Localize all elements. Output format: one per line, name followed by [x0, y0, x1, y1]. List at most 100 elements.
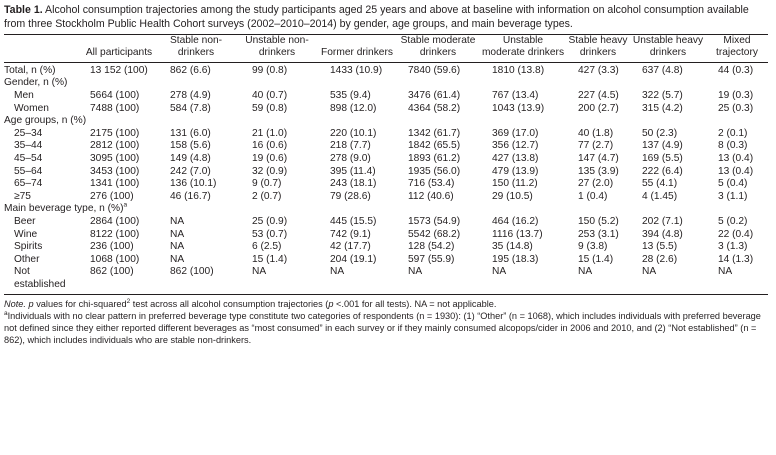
- column-header: Unstable heavy drinkers: [632, 35, 704, 59]
- table-row: Not established 862 (100) 862 (100) NA N…: [4, 266, 768, 294]
- table-cell: 3476 (61.4): [408, 90, 461, 101]
- p-symbol: p: [28, 298, 34, 309]
- table-cell: NA: [252, 266, 267, 278]
- row-label: Women: [14, 102, 49, 114]
- table-cell: 1043 (13.9): [492, 102, 545, 114]
- table-cell: 7488 (100): [90, 102, 140, 114]
- table-cell: 597 (55.9): [408, 253, 455, 265]
- table-cell: 1341 (100): [90, 178, 140, 190]
- note-text: values for chi-squared: [33, 298, 127, 309]
- table-cell: NA: [170, 228, 185, 240]
- table-cell: 243 (18.1): [330, 178, 377, 190]
- table-row: Wine 8122 (100) NA 53 (0.7) 742 (9.1) 55…: [4, 229, 768, 242]
- table-cell: 128 (54.2): [408, 241, 455, 253]
- table-row: ≥75 276 (100) 46 (16.7) 2 (0.7) 79 (28.6…: [4, 191, 768, 204]
- data-table: All participants Stable non-drinkers Uns…: [4, 34, 768, 295]
- row-label: Other: [14, 253, 40, 265]
- table-cell: 1893 (61.2): [408, 152, 461, 164]
- table-cell: 4364 (58.2): [408, 102, 461, 114]
- table-cell: 862 (100): [90, 266, 134, 278]
- table-cell: 150 (11.2): [492, 178, 538, 190]
- section-label: Main beverage type, n (%)a: [4, 202, 768, 216]
- table-cell: 3 (1.3): [718, 241, 748, 253]
- table-cell: 1935 (56.0): [408, 165, 461, 177]
- table-cell: 716 (53.4): [408, 178, 455, 190]
- table-cell: 50 (2.3): [642, 127, 678, 139]
- table-cell: 862 (6.6): [170, 64, 211, 76]
- table-caption: Table 1. Alcohol consumption trajectorie…: [4, 4, 770, 31]
- column-header: Former drinkers: [321, 47, 393, 59]
- table-cell: 169 (5.5): [642, 152, 683, 164]
- table-cell: 253 (3.1): [578, 228, 619, 240]
- table-cell: 35 (14.8): [492, 241, 533, 253]
- row-label: Wine: [14, 228, 38, 240]
- table-cell: 742 (9.1): [330, 228, 371, 240]
- table-cell: 3453 (100): [90, 165, 140, 177]
- table-row: Total, n (%) 13 152 (100) 862 (6.6) 99 (…: [4, 62, 768, 77]
- table-cell: 158 (5.6): [170, 140, 211, 152]
- table-cell: 767 (13.4): [492, 90, 539, 101]
- row-label: Total, n (%): [4, 64, 56, 76]
- table-cell: 25 (0.9): [252, 215, 288, 227]
- note-text: <.001 for all tests). NA = not applicabl…: [333, 298, 497, 309]
- table-cell: 59 (0.8): [252, 102, 288, 114]
- section-label-text: Main beverage type, n (%): [4, 203, 124, 215]
- table-cell: 2812 (100): [90, 140, 140, 152]
- table-cell: 2864 (100): [90, 215, 140, 227]
- table-cell: 149 (4.8): [170, 152, 211, 164]
- column-header: Stable non-drinkers: [169, 35, 223, 59]
- table-cell: 19 (0.3): [718, 90, 754, 101]
- table-cell: 53 (0.7): [252, 228, 288, 240]
- table-row: 35–44 2812 (100) 158 (5.6) 16 (0.6) 218 …: [4, 140, 768, 153]
- table-row: Other 1068 (100) NA 15 (1.4) 204 (19.1) …: [4, 254, 768, 267]
- table-cell: 29 (10.5): [492, 190, 533, 202]
- table-cell: 584 (7.8): [170, 102, 211, 114]
- table-cell: 40 (0.7): [252, 90, 288, 101]
- footnote-text: Individuals with no clear pattern in pre…: [4, 310, 761, 345]
- table-cell: 1433 (10.9): [330, 64, 383, 76]
- table-cell: 200 (2.7): [578, 102, 619, 114]
- table-cell: 862 (100): [170, 266, 214, 278]
- table-cell: 150 (5.2): [578, 215, 619, 227]
- table-cell: 28 (2.6): [642, 253, 678, 265]
- p-symbol: p: [328, 298, 334, 309]
- table-cell: NA: [170, 215, 185, 227]
- table-cell: 3095 (100): [90, 152, 140, 164]
- table-cell: 1842 (65.5): [408, 140, 461, 152]
- table-cell: 8 (0.3): [718, 140, 748, 152]
- table-notes: Note. p values for chi-squared2 test acr…: [4, 298, 770, 346]
- table-cell: 9 (0.7): [252, 178, 282, 190]
- table-cell: 15 (1.4): [252, 253, 288, 265]
- table-cell: 9 (3.8): [578, 241, 608, 253]
- table-cell: 322 (5.7): [642, 90, 683, 101]
- table-cell: 14 (1.3): [718, 253, 754, 265]
- row-label: 55–64: [14, 165, 43, 177]
- table-header-row: All participants Stable non-drinkers Uns…: [4, 34, 768, 63]
- note-superscript: 2: [126, 297, 131, 305]
- table-cell: NA: [578, 266, 593, 278]
- table-note: Note. p values for chi-squared2 test acr…: [4, 298, 770, 310]
- column-header: Unstable non-drinkers: [245, 35, 309, 59]
- table-cell: 112 (40.6): [408, 190, 454, 202]
- table-cell: 227 (4.5): [578, 90, 619, 101]
- table-cell: 136 (10.1): [170, 178, 217, 190]
- table-cell: 1573 (54.9): [408, 215, 461, 227]
- table-cell: 218 (7.7): [330, 140, 371, 152]
- column-header: Stable heavy drinkers: [568, 35, 628, 59]
- table-cell: 464 (16.2): [492, 215, 539, 227]
- table-cell: 278 (9.0): [330, 152, 371, 164]
- table-cell: 5542 (68.2): [408, 228, 461, 240]
- table-cell: 394 (4.8): [642, 228, 683, 240]
- table-cell: 22 (0.4): [718, 228, 754, 240]
- table-cell: 21 (1.0): [252, 127, 288, 139]
- table-row: Men 5664 (100) 278 (4.9) 40 (0.7) 535 (9…: [4, 90, 768, 103]
- column-header: [4, 35, 82, 63]
- row-label: 35–44: [14, 140, 43, 152]
- table-cell: 6 (2.5): [252, 241, 282, 253]
- section-row: Main beverage type, n (%)a: [4, 202, 768, 216]
- table-row: Beer 2864 (100) NA 25 (0.9) 445 (15.5) 1…: [4, 216, 768, 229]
- table-cell: 276 (100): [90, 190, 134, 202]
- table-cell: NA: [408, 266, 423, 278]
- table-cell: 5664 (100): [90, 90, 140, 101]
